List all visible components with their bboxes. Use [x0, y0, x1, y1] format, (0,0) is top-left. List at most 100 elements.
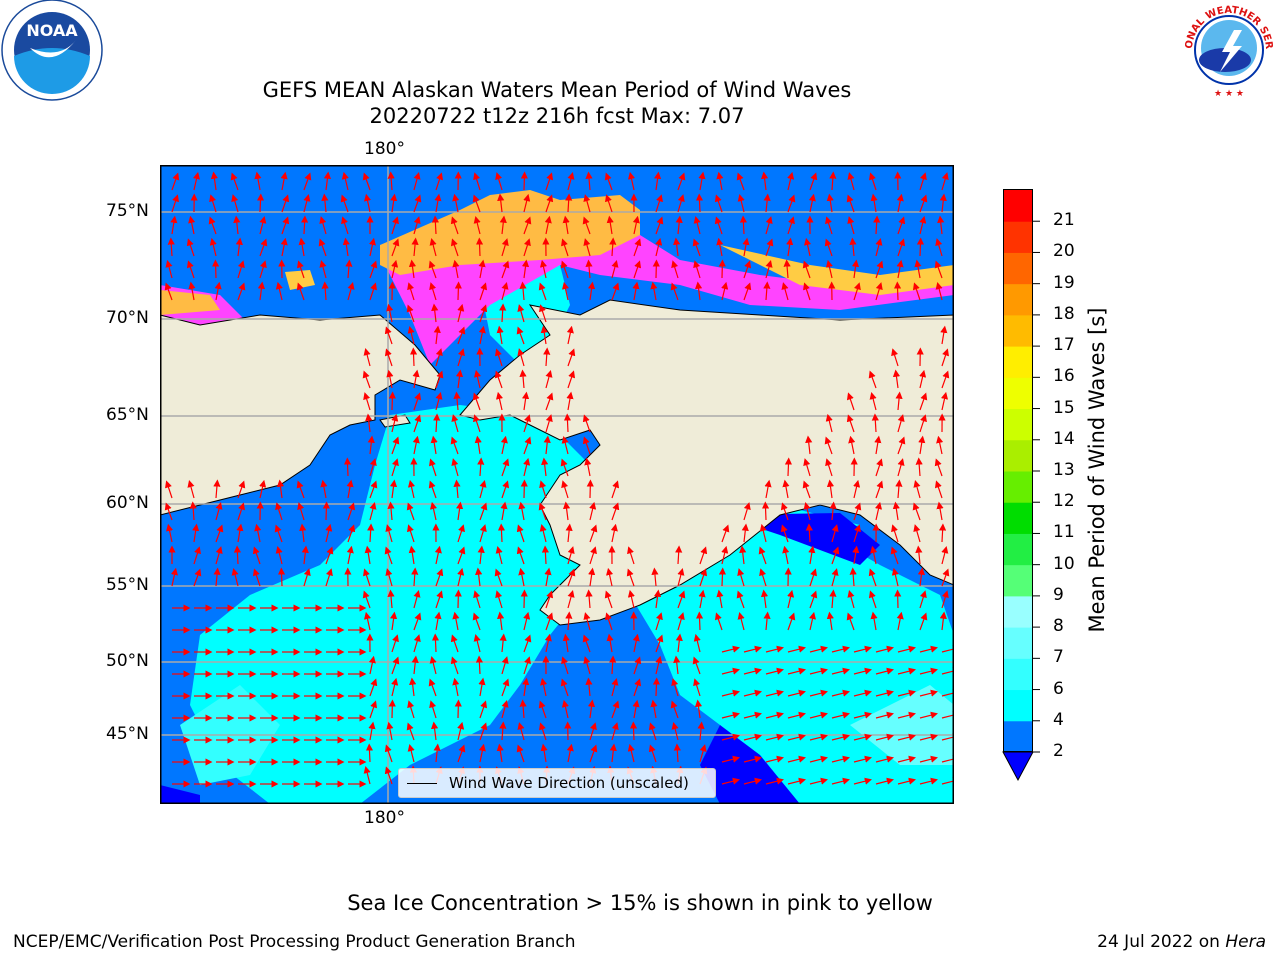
wind-wave-arrow: [214, 281, 222, 301]
wind-wave-arrow: [809, 755, 828, 763]
wind-wave-arrow: [215, 524, 224, 543]
wind-wave-arrow: [741, 523, 749, 543]
wind-wave-arrow: [714, 612, 723, 631]
wind-wave-arrow: [457, 348, 465, 367]
wind-wave-arrow: [541, 457, 549, 477]
wind-wave-arrow: [626, 568, 635, 587]
wind-wave-arrow: [407, 326, 415, 345]
wind-wave-arrow: [457, 721, 465, 741]
wind-wave-arrow: [651, 567, 659, 587]
wind-wave-arrow: [846, 414, 855, 433]
colorbar-frame: [1003, 189, 1033, 752]
wind-wave-arrow: [934, 480, 943, 499]
wind-wave-arrow: [433, 743, 441, 763]
wind-wave-arrow: [846, 612, 855, 631]
wind-wave-arrow: [655, 612, 663, 631]
wind-wave-arrow: [496, 611, 505, 631]
chart-title: GEFS MEAN Alaskan Waters Mean Period of …: [262, 78, 852, 102]
wind-wave-arrow: [319, 216, 327, 235]
wind-wave-arrow: [826, 193, 834, 213]
wind-wave-arrow: [824, 436, 833, 455]
colorbar-bin: [1004, 533, 1032, 566]
wind-wave-arrow: [340, 194, 349, 213]
wind-wave-arrow: [369, 502, 377, 521]
wind-wave-arrow: [853, 755, 872, 763]
wind-wave-arrow: [406, 722, 415, 741]
wind-wave-arrow: [765, 711, 784, 719]
wind-wave-arrow: [230, 172, 239, 191]
wind-wave-arrow: [825, 216, 833, 235]
colorbar-tick-label: 21: [1053, 210, 1075, 231]
wind-wave-arrow: [545, 194, 554, 213]
wind-wave-arrow: [296, 282, 305, 301]
wind-wave-arrow: [193, 568, 202, 587]
wind-wave-arrow: [935, 238, 943, 257]
wind-wave-arrow: [561, 238, 569, 257]
wind-wave-arrow: [763, 611, 771, 631]
wind-wave-arrow: [825, 458, 833, 477]
wind-wave-arrow: [606, 567, 614, 587]
colorbar-tick-label: 14: [1053, 428, 1075, 449]
wind-wave-arrow: [384, 744, 393, 763]
wind-wave-arrow: [369, 458, 377, 477]
wind-wave-arrow: [739, 215, 747, 235]
colorbar-tick-label: 20: [1053, 241, 1075, 262]
wind-wave-arrow: [825, 413, 833, 433]
wind-wave-arrow: [919, 777, 938, 785]
wind-wave-arrow: [208, 216, 217, 235]
wind-wave-arrow: [541, 545, 549, 565]
wind-wave-arrow: [654, 171, 662, 191]
wind-wave-arrow: [846, 392, 855, 411]
wind-wave-arrow: [824, 238, 833, 257]
wind-wave-arrow: [721, 281, 729, 301]
wind-wave-arrow: [585, 589, 593, 609]
wind-wave-arrow: [743, 645, 762, 653]
wind-wave-arrow: [742, 237, 750, 257]
wind-wave-arrow: [765, 755, 784, 763]
wind-wave-arrow: [519, 699, 527, 719]
wind-wave-arrow: [853, 502, 862, 521]
wind-wave-arrow: [391, 238, 400, 257]
wind-wave-arrow: [523, 656, 531, 675]
wind-wave-arrow: [429, 501, 438, 521]
wind-wave-arrow: [387, 501, 395, 521]
wind-wave-arrow: [561, 480, 569, 499]
wind-wave-arrow: [301, 215, 309, 235]
wind-wave-arrow: [321, 281, 329, 301]
wind-wave-arrow: [475, 655, 483, 675]
wind-wave-arrow: [605, 194, 613, 213]
wind-wave-arrow: [874, 435, 882, 455]
footer-credit: NCEP/EMC/Verification Post Processing Pr…: [13, 932, 576, 952]
wind-wave-arrow: [252, 546, 261, 565]
wind-wave-arrow: [609, 655, 617, 675]
colorbar-bin: [1004, 595, 1032, 628]
lon-label-bottom: 180°: [364, 808, 405, 828]
wind-wave-arrow: [632, 699, 640, 719]
wind-wave-arrow: [567, 172, 575, 191]
wind-wave-arrow: [390, 193, 398, 213]
lat-label: 50°N: [106, 651, 149, 671]
wind-wave-arrow: [919, 711, 938, 719]
wind-wave-arrow: [764, 479, 772, 499]
wind-wave-arrow: [450, 656, 459, 675]
wind-wave-arrow: [650, 699, 658, 719]
wind-wave-arrow: [501, 282, 509, 301]
wind-wave-arrow: [853, 777, 872, 785]
wind-wave-arrow: [413, 590, 421, 609]
wind-wave-arrow: [472, 194, 481, 213]
wind-wave-arrow: [365, 413, 373, 433]
wind-wave-arrow: [479, 480, 487, 499]
lat-label: 55°N: [106, 575, 149, 595]
wind-wave-arrow: [501, 238, 509, 257]
wind-wave-arrow: [892, 501, 900, 521]
wind-wave-arrow: [367, 523, 375, 543]
wind-wave-arrow: [787, 667, 806, 675]
wind-wave-arrow: [275, 502, 283, 521]
wind-wave-arrow: [831, 733, 850, 741]
wind-wave-arrow: [346, 479, 354, 499]
wind-wave-arrow: [611, 678, 619, 697]
wind-wave-arrow: [693, 678, 701, 697]
wind-wave-arrow: [604, 172, 613, 191]
wind-wave-arrow: [538, 700, 547, 719]
wind-wave-arrow: [941, 568, 950, 587]
